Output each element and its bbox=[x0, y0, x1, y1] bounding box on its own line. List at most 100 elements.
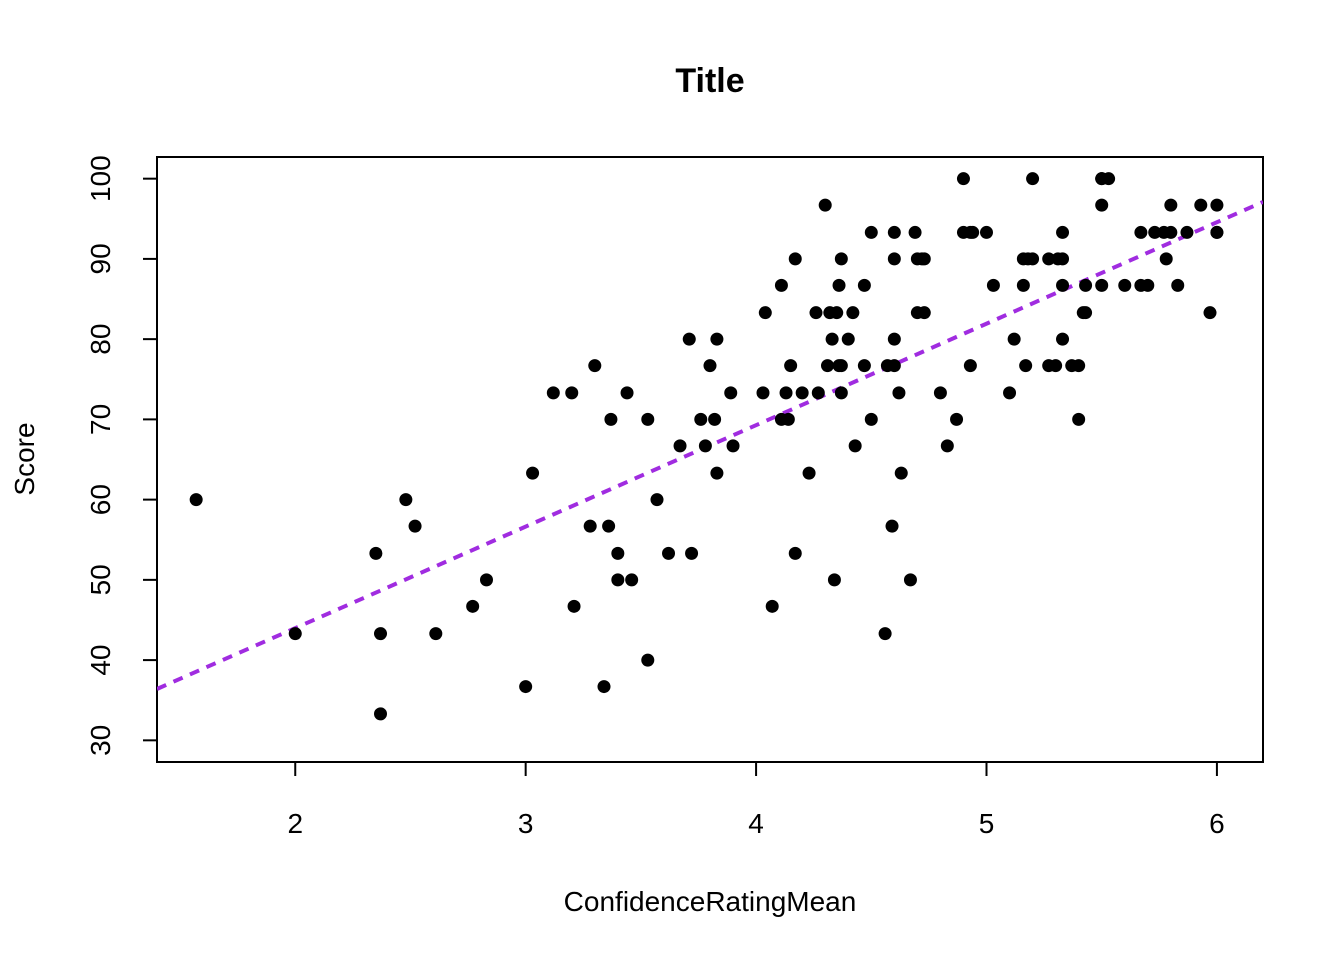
x-axis-label: ConfidenceRatingMean bbox=[564, 886, 857, 917]
data-point bbox=[1102, 172, 1116, 186]
data-point bbox=[1072, 412, 1086, 426]
data-point bbox=[588, 359, 602, 373]
data-point bbox=[857, 359, 871, 373]
data-point bbox=[369, 546, 383, 560]
data-point bbox=[887, 332, 901, 346]
data-point bbox=[611, 573, 625, 587]
data-point bbox=[1095, 198, 1109, 212]
data-point bbox=[724, 386, 738, 400]
data-point bbox=[887, 252, 901, 266]
data-point bbox=[1056, 225, 1070, 239]
data-point bbox=[894, 466, 908, 480]
data-point bbox=[781, 412, 795, 426]
data-point bbox=[526, 466, 540, 480]
data-point bbox=[950, 412, 964, 426]
data-point bbox=[682, 332, 696, 346]
data-point bbox=[834, 386, 848, 400]
y-tick-label: 30 bbox=[85, 725, 116, 756]
trendline bbox=[157, 200, 1263, 691]
data-point bbox=[620, 386, 634, 400]
data-point bbox=[802, 466, 816, 480]
data-point bbox=[1007, 332, 1021, 346]
x-tick-label: 4 bbox=[748, 808, 764, 839]
data-point bbox=[698, 439, 712, 453]
data-point bbox=[917, 252, 931, 266]
data-point bbox=[788, 546, 802, 560]
data-point bbox=[857, 278, 871, 292]
data-point bbox=[1164, 225, 1178, 239]
data-point bbox=[1026, 252, 1040, 266]
data-point bbox=[641, 653, 655, 667]
data-point bbox=[1056, 332, 1070, 346]
data-point bbox=[940, 439, 954, 453]
data-point bbox=[479, 573, 493, 587]
data-point bbox=[694, 412, 708, 426]
data-point bbox=[519, 680, 533, 694]
data-point bbox=[408, 519, 422, 533]
data-point bbox=[399, 493, 413, 507]
data-point bbox=[963, 359, 977, 373]
data-point bbox=[832, 278, 846, 292]
data-point bbox=[887, 225, 901, 239]
data-point bbox=[980, 225, 993, 239]
data-point bbox=[650, 493, 664, 507]
data-point bbox=[774, 278, 788, 292]
data-point bbox=[710, 332, 724, 346]
data-point bbox=[1042, 252, 1056, 266]
y-tick-label: 100 bbox=[85, 155, 116, 202]
points-layer bbox=[189, 172, 1224, 721]
data-point bbox=[1056, 278, 1070, 292]
data-point bbox=[685, 546, 699, 560]
data-point bbox=[1003, 386, 1017, 400]
data-point bbox=[933, 386, 947, 400]
data-point bbox=[641, 412, 655, 426]
data-point bbox=[756, 386, 770, 400]
data-point bbox=[374, 707, 388, 721]
y-tick-label: 50 bbox=[85, 564, 116, 595]
data-point bbox=[625, 573, 639, 587]
data-point bbox=[758, 306, 772, 320]
data-point bbox=[956, 172, 970, 186]
data-point bbox=[1171, 278, 1185, 292]
data-point bbox=[917, 306, 931, 320]
data-point bbox=[726, 439, 740, 453]
data-point bbox=[604, 412, 618, 426]
y-axis-label: Score bbox=[9, 422, 40, 495]
data-point bbox=[189, 493, 203, 507]
data-point bbox=[841, 332, 855, 346]
data-point bbox=[809, 306, 823, 320]
data-point bbox=[795, 386, 809, 400]
data-point bbox=[1148, 225, 1162, 239]
data-point bbox=[784, 359, 798, 373]
data-point bbox=[864, 412, 878, 426]
data-point bbox=[825, 332, 839, 346]
data-point bbox=[1072, 359, 1086, 373]
data-point bbox=[966, 225, 980, 239]
data-point bbox=[429, 627, 443, 641]
data-point bbox=[765, 599, 779, 613]
data-point bbox=[885, 519, 899, 533]
data-point bbox=[779, 386, 793, 400]
data-point bbox=[1210, 225, 1224, 239]
data-point bbox=[1016, 278, 1030, 292]
data-point bbox=[1164, 198, 1178, 212]
chart-title: Title bbox=[675, 62, 744, 100]
data-point bbox=[1159, 252, 1173, 266]
data-point bbox=[1026, 172, 1040, 186]
data-point bbox=[546, 386, 560, 400]
data-point bbox=[1118, 278, 1132, 292]
data-point bbox=[788, 252, 802, 266]
data-point bbox=[818, 198, 832, 212]
data-point bbox=[1210, 198, 1224, 212]
data-point bbox=[611, 546, 625, 560]
data-point bbox=[374, 627, 388, 641]
data-point bbox=[1194, 198, 1208, 212]
data-point bbox=[1079, 306, 1093, 320]
trendline-layer bbox=[157, 200, 1263, 691]
x-tick-label: 3 bbox=[518, 808, 534, 839]
y-tick-label: 90 bbox=[85, 243, 116, 274]
data-point bbox=[565, 386, 579, 400]
data-point bbox=[986, 278, 1000, 292]
y-tick-label: 70 bbox=[85, 404, 116, 435]
